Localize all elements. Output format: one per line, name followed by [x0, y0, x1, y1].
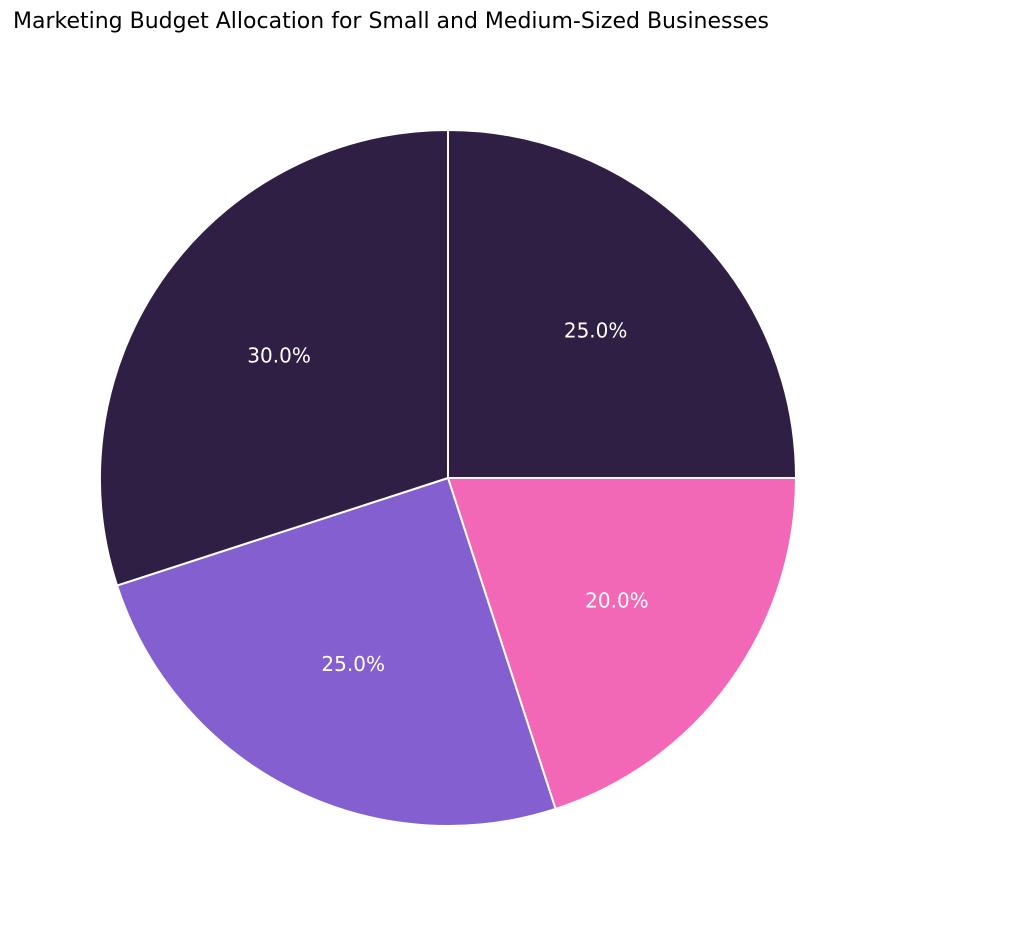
- pie-slice-4: [99, 128, 449, 587]
- pie-slice-label-2: 20.0%: [585, 589, 649, 613]
- pie-slice-3: [115, 476, 557, 827]
- pie-slice-2: [446, 477, 798, 811]
- pie-slice-label-3: 25.0%: [321, 652, 385, 676]
- pie-slice-label-1: 25.0%: [564, 318, 628, 342]
- pie-slice-label-4: 30.0%: [247, 343, 311, 367]
- pie-slices: [99, 128, 798, 827]
- pie-labels: 25.0% 20.0% 25.0% 30.0%: [247, 318, 648, 676]
- pie-slice-1: [447, 128, 798, 479]
- chart-title: Marketing Budget Allocation for Small an…: [13, 9, 769, 34]
